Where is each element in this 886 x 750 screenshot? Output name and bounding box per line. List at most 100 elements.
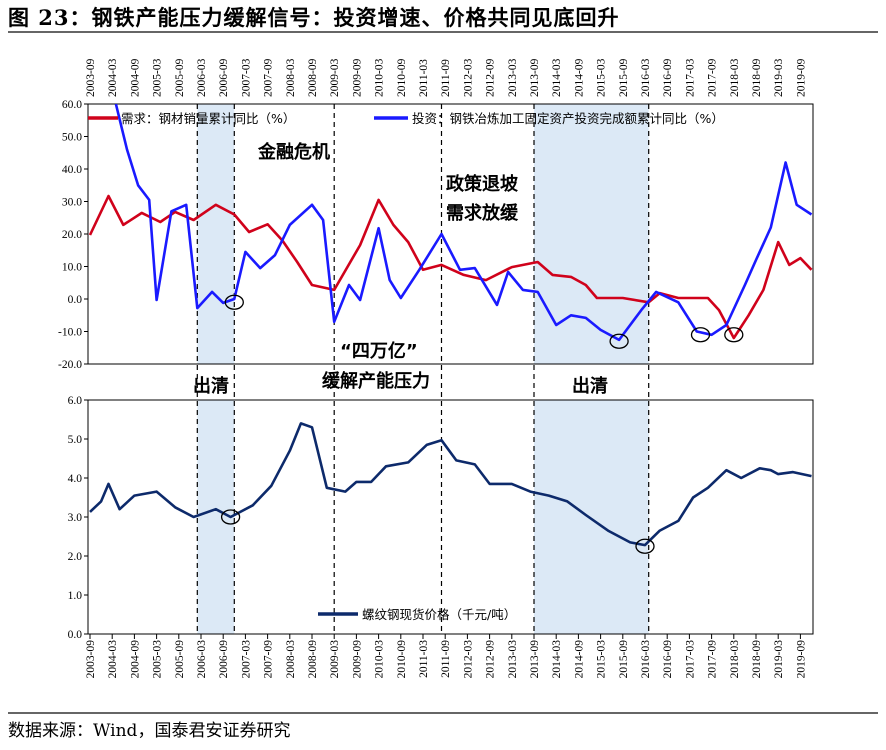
legend-label-investment: 投资：钢铁冶炼加工固定资产投资完成额累计同比（%） [412, 111, 724, 126]
y-tick-label: 40.0 [62, 164, 82, 176]
x-tick-label-bottom: 2015-09 [618, 640, 630, 679]
x-tick-label-bottom: 2017-03 [684, 640, 696, 679]
x-tick-label-bottom: 2004-03 [107, 640, 119, 679]
x-tick-label-top: 2017-09 [707, 58, 719, 97]
y-tick-label: -10.0 [58, 327, 82, 339]
x-tick-label-top: 2006-03 [196, 58, 208, 97]
x-tick-label-bottom: 2017-09 [707, 640, 719, 679]
annotation-stimulus-effect: 缓解产能压力 [322, 370, 430, 392]
x-tick-label-bottom: 2006-03 [196, 640, 208, 679]
x-tick-label-top: 2009-09 [351, 58, 363, 97]
y-tick-label: 10.0 [62, 262, 82, 274]
x-tick-label-top: 2014-09 [573, 58, 585, 97]
series-line-2-1 [89, 422, 812, 547]
highlight-circle [690, 327, 711, 343]
shaded-period-2-panel-2 [534, 400, 649, 634]
y-tick-label: 30.0 [62, 197, 82, 209]
source-note: 数据来源：Wind，国泰君安证券研究 [8, 721, 291, 741]
x-tick-label-top: 2010-09 [396, 58, 408, 97]
y-tick-label: -20.0 [58, 359, 82, 371]
y-tick-label: 0.0 [68, 629, 83, 641]
x-tick-label-top: 2006-09 [218, 58, 230, 97]
highlight-circle [220, 509, 241, 525]
x-tick-label-top: 2009-03 [329, 58, 341, 97]
annotation-clearance-1: 出清 [193, 375, 229, 397]
shaded-period-1-panel-1 [197, 104, 235, 364]
x-tick-label-bottom: 2009-09 [351, 640, 363, 679]
x-tick-label-top: 2007-03 [240, 58, 252, 97]
x-tick-label-top: 2011-03 [418, 59, 430, 97]
x-tick-label-top: 2004-03 [107, 58, 119, 97]
highlight-circle [724, 327, 744, 343]
highlight-circle [224, 294, 244, 310]
x-tick-label-bottom: 2006-09 [218, 640, 230, 679]
x-tick-label-top: 2011-09 [440, 59, 452, 97]
annotation-policy-exit: 政策退坡 [446, 173, 519, 195]
x-tick-label-bottom: 2011-03 [418, 640, 430, 678]
legend-label-price: 螺纹钢现货价格（千元/吨） [362, 607, 516, 622]
x-tick-label-top: 2015-09 [618, 58, 630, 97]
x-tick-label-bottom: 2008-09 [307, 640, 319, 679]
x-tick-label-top: 2018-03 [729, 58, 741, 97]
y-tick-label: 50.0 [62, 132, 82, 144]
x-tick-label-bottom: 2007-09 [263, 640, 275, 679]
x-tick-label-top: 2004-09 [129, 58, 141, 97]
figure-title: 图 23：钢铁产能压力缓解信号：投资增速、价格共同见底回升 [8, 5, 620, 30]
annotation-demand-slowdown: 需求放缓 [446, 202, 519, 224]
x-tick-label-bottom: 2009-03 [329, 640, 341, 679]
annotation-stimulus: “四万亿” [340, 340, 418, 362]
x-tick-label-bottom: 2004-09 [129, 640, 141, 679]
x-tick-label-top: 2013-03 [507, 58, 519, 97]
x-tick-label-top: 2019-09 [795, 58, 807, 97]
x-tick-label-top: 2014-03 [551, 58, 563, 97]
y-tick-label: 5.0 [68, 434, 83, 446]
x-tick-label-bottom: 2018-09 [751, 640, 763, 679]
x-tick-label-bottom: 2013-09 [529, 640, 541, 679]
highlight-circle [609, 333, 629, 349]
x-tick-label-top: 2008-09 [307, 58, 319, 97]
x-tick-label-top: 2017-03 [684, 58, 696, 97]
y-tick-label: 3.0 [68, 512, 83, 524]
x-tick-label-top: 2010-03 [374, 58, 386, 97]
x-tick-label-top: 2007-09 [263, 58, 275, 97]
x-tick-label-bottom: 2018-03 [729, 640, 741, 679]
x-tick-label-bottom: 2012-03 [462, 640, 474, 679]
legend-top: 需求：钢材销量累计同比（%） 投资：钢铁冶炼加工固定资产投资完成额累计同比（%） [88, 111, 724, 126]
highlight-circle [635, 538, 655, 554]
x-tick-label-bottom: 2003-09 [85, 640, 97, 679]
x-tick-label-top: 2005-09 [174, 58, 186, 97]
x-tick-label-bottom: 2012-09 [485, 640, 497, 679]
legend-label-demand: 需求：钢材销量累计同比（%） [121, 111, 295, 126]
y-tick-label: 4.0 [68, 473, 83, 485]
series-line-1-1 [88, 194, 813, 340]
x-tick-label-bottom: 2005-03 [152, 640, 164, 679]
x-tick-label-top: 2016-09 [662, 58, 674, 97]
x-tick-label-bottom: 2019-03 [773, 640, 785, 679]
x-tick-label-bottom: 2011-09 [440, 640, 452, 678]
x-tick-label-bottom: 2014-09 [573, 640, 585, 679]
y-tick-label: 2.0 [68, 551, 83, 563]
x-tick-label-top: 2015-03 [596, 58, 608, 97]
x-tick-label-top: 2005-03 [152, 58, 164, 97]
x-tick-label-bottom: 2015-03 [596, 640, 608, 679]
y-tick-label: 6.0 [68, 395, 83, 407]
x-tick-label-top: 2018-09 [751, 58, 763, 97]
legend-bottom: 螺纹钢现货价格（千元/吨） [318, 607, 516, 622]
series-line-1-2 [114, 104, 813, 342]
x-tick-label-bottom: 2019-09 [795, 640, 807, 679]
y-tick-label: 20.0 [62, 229, 82, 241]
x-tick-label-top: 2008-03 [285, 58, 297, 97]
x-tick-label-bottom: 2010-09 [396, 640, 408, 679]
x-tick-label-bottom: 2010-03 [374, 640, 386, 679]
x-tick-label-bottom: 2016-03 [640, 640, 652, 679]
x-tick-label-bottom: 2008-03 [285, 640, 297, 679]
annotation-financial-crisis: 金融危机 [257, 141, 330, 163]
x-tick-label-bottom: 2014-03 [551, 640, 563, 679]
x-tick-label-top: 2003-09 [85, 58, 97, 97]
x-tick-label-top: 2012-09 [485, 58, 497, 97]
y-tick-label: 0.0 [68, 294, 83, 306]
x-tick-label-top: 2016-03 [640, 58, 652, 97]
x-tick-label-top: 2012-03 [462, 58, 474, 97]
x-tick-label-bottom: 2016-09 [662, 640, 674, 679]
